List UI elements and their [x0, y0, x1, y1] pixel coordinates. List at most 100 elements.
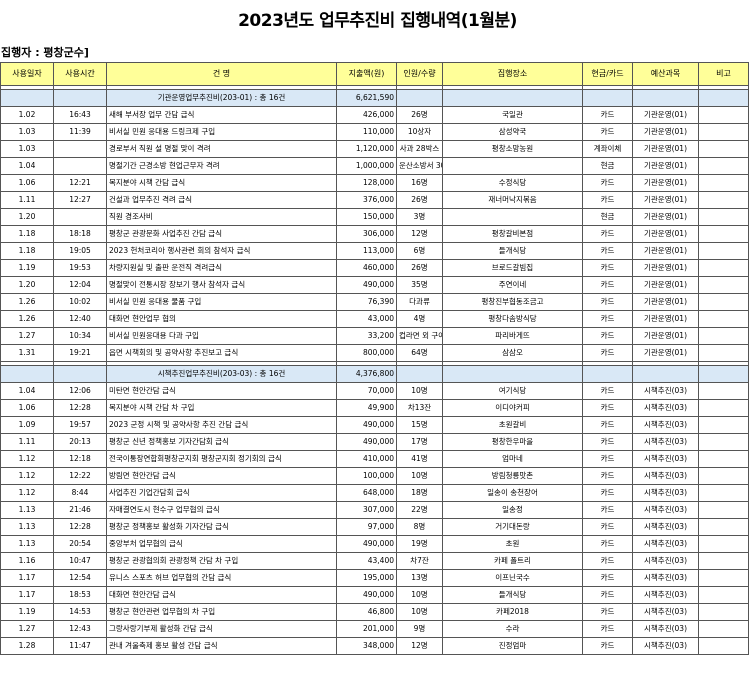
cell-amount: 490,000 — [336, 276, 397, 294]
table-row: 1.03 경로부서 직원 설 명절 맞이 격려 1,120,000 사과 28박스 평창… — [0, 140, 749, 158]
cell-item: 방림면 현안간담 급식 — [106, 467, 337, 485]
cell-date: 1.13 — [0, 501, 54, 519]
cell-payment: 카드 — [582, 603, 633, 621]
cell-time — [53, 157, 107, 175]
cell-note — [698, 208, 749, 226]
cell-budget: 시책추진(03) — [632, 399, 699, 417]
cell-note — [698, 225, 749, 243]
cell-amount: 150,000 — [336, 208, 397, 226]
cell-amount: 800,000 — [336, 344, 397, 362]
cell-item: 2023 군정 시책 및 공약사항 추진 간담 급식 — [106, 416, 337, 434]
cell-date: 1.28 — [0, 637, 54, 655]
cell-note — [698, 484, 749, 502]
cell-people: 64명 — [396, 344, 443, 362]
section-label: 기관운영업무추진비(203-01) : 총 16건 — [106, 89, 337, 107]
cell-note — [698, 450, 749, 468]
cell-people: 10명 — [396, 467, 443, 485]
section-header-row: 기관운영업무추진비(203-01) : 총 16건 6,621,590 — [0, 89, 749, 107]
cell-place — [442, 208, 583, 226]
cell-item: 2023 헌처코리아 행사관련 회의 참석자 급식 — [106, 242, 337, 260]
cell-budget: 시책추진(03) — [632, 569, 699, 587]
cell-budget: 시책추진(03) — [632, 620, 699, 638]
cell-place: 평창다솜방식당 — [442, 310, 583, 328]
cell-date: 1.26 — [0, 293, 54, 311]
cell-budget: 기관운영(01) — [632, 123, 699, 141]
cell-payment: 계좌이체 — [582, 140, 633, 158]
cell-people: 26명 — [396, 106, 443, 124]
section-blank — [582, 365, 633, 383]
table-row: 1.04 12:06 미탄면 현안간담 급식 70,000 10명 여기식당 카드 시책추진(… — [0, 382, 749, 400]
cell-amount: 490,000 — [336, 535, 397, 553]
cell-people: 다과류 — [396, 293, 443, 311]
cell-place: 평창한우마을 — [442, 433, 583, 451]
cell-date: 1.20 — [0, 276, 54, 294]
cell-people: 26명 — [396, 191, 443, 209]
cell-payment: 카드 — [582, 552, 633, 570]
cell-amount: 43,400 — [336, 552, 397, 570]
cell-people: 운산소방서 304명 — [396, 157, 443, 175]
cell-note — [698, 637, 749, 655]
cell-place: 이디야커피 — [442, 399, 583, 417]
cell-place: 주연이네 — [442, 276, 583, 294]
cell-budget: 기관운영(01) — [632, 140, 699, 158]
cell-amount: 76,390 — [336, 293, 397, 311]
cell-payment: 카드 — [582, 518, 633, 536]
cell-note — [698, 106, 749, 124]
table-row: 1.16 10:47 평창군 관광협의회 관광정책 간담 차 구입 43,400 차7잔… — [0, 552, 749, 570]
table-row: 1.06 12:28 복지분야 시책 간담 차 구입 49,900 차13잔 이디야커피 카… — [0, 399, 749, 417]
cell-budget: 기관운영(01) — [632, 174, 699, 192]
cell-note — [698, 310, 749, 328]
cell-amount: 307,000 — [336, 501, 397, 519]
section-total: 4,376,800 — [336, 365, 397, 383]
cell-date: 1.06 — [0, 399, 54, 417]
cell-people: 15명 — [396, 416, 443, 434]
cell-people: 차7잔 — [396, 552, 443, 570]
cell-people: 10명 — [396, 382, 443, 400]
cell-place: 방림청룡맛촌 — [442, 467, 583, 485]
cell-item: 평창군 현안관련 업무협의 차 구입 — [106, 603, 337, 621]
cell-time — [53, 208, 107, 226]
cell-people: 컵라면 외 구아류 — [396, 327, 443, 345]
cell-amount: 306,000 — [336, 225, 397, 243]
cell-item: 평창군 관광문화 사업추진 간담 급식 — [106, 225, 337, 243]
cell-time: 19:21 — [53, 344, 107, 362]
cell-date: 1.27 — [0, 327, 54, 345]
cell-people: 26명 — [396, 259, 443, 277]
cell-note — [698, 518, 749, 536]
cell-place: 카페 폴트리 — [442, 552, 583, 570]
cell-budget: 기관운영(01) — [632, 259, 699, 277]
cell-budget: 시책추진(03) — [632, 467, 699, 485]
section-total: 6,621,590 — [336, 89, 397, 107]
cell-payment: 카드 — [582, 467, 633, 485]
cell-amount: 128,000 — [336, 174, 397, 192]
table-row: 1.12 12:18 전국이통장연합회평창군지회 평창군지회 정기회의 급식 410,… — [0, 450, 749, 468]
section-blank — [442, 89, 583, 107]
cell-item: 명절맞이 전통시장 장보기 행사 참석자 급식 — [106, 276, 337, 294]
cell-amount: 1,120,000 — [336, 140, 397, 158]
header-time: 사용시간 — [53, 62, 107, 86]
cell-people: 12명 — [396, 637, 443, 655]
cell-item: 관내 겨울축제 홍보 활성 간담 급식 — [106, 637, 337, 655]
cell-note — [698, 293, 749, 311]
cell-budget: 기관운영(01) — [632, 225, 699, 243]
cell-item: 건설과 업무추진 격려 급식 — [106, 191, 337, 209]
cell-amount: 490,000 — [336, 433, 397, 451]
cell-budget: 시책추진(03) — [632, 603, 699, 621]
table-row: 1.03 11:39 비서실 민원 응대용 드링크제 구입 110,000 10상자 삼성… — [0, 123, 749, 141]
cell-date: 1.03 — [0, 140, 54, 158]
executor-label: 집행자 : 평창군수] — [1, 46, 89, 59]
cell-amount: 195,000 — [336, 569, 397, 587]
cell-time: 12:04 — [53, 276, 107, 294]
cell-date: 1.19 — [0, 603, 54, 621]
cell-amount: 49,900 — [336, 399, 397, 417]
cell-budget: 시책추진(03) — [632, 535, 699, 553]
cell-date: 1.17 — [0, 569, 54, 587]
cell-budget: 기관운영(01) — [632, 242, 699, 260]
cell-place: 브로드갈빔집 — [442, 259, 583, 277]
cell-amount: 1,000,000 — [336, 157, 397, 175]
header-budget: 예산과목 — [632, 62, 699, 86]
cell-people: 41명 — [396, 450, 443, 468]
table-row: 1.31 19:21 읍면 시책회의 및 공약사항 추진보고 급식 800,000 64… — [0, 344, 749, 362]
table-row: 1.11 12:27 건설과 업무추진 격려 급식 376,000 26명 재너머낙지볶음… — [0, 191, 749, 209]
